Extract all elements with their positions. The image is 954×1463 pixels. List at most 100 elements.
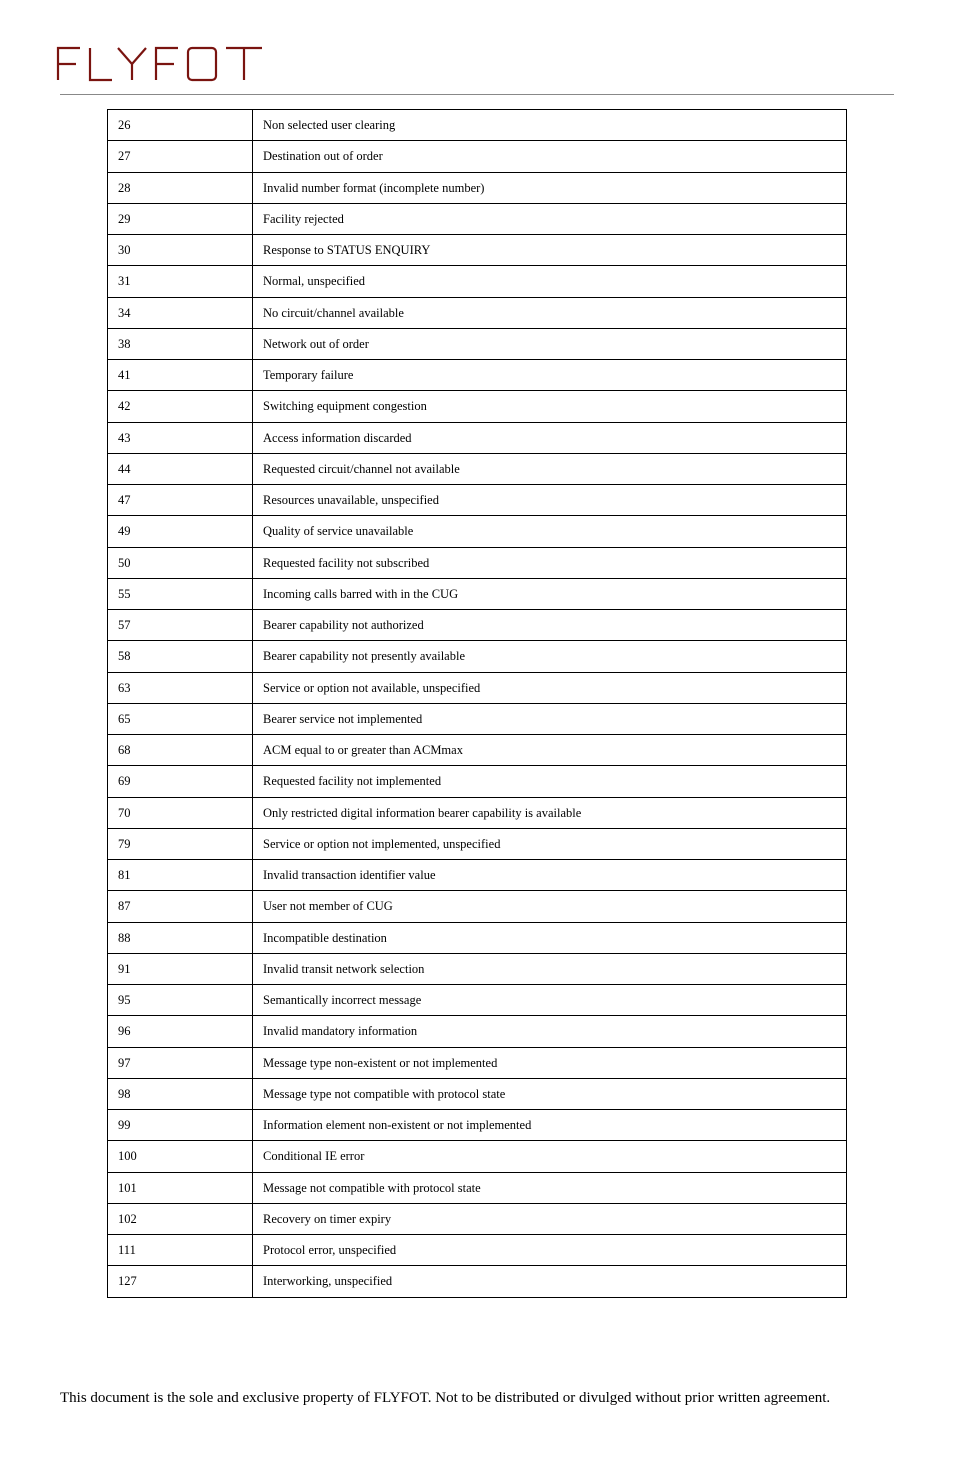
table-row: 27Destination out of order	[108, 141, 847, 172]
table-row: 79Service or option not implemented, uns…	[108, 828, 847, 859]
table-row: 111Protocol error, unspecified	[108, 1235, 847, 1266]
description-cell: Protocol error, unspecified	[253, 1235, 847, 1266]
description-cell: Service or option not implemented, unspe…	[253, 828, 847, 859]
description-cell: Semantically incorrect message	[253, 985, 847, 1016]
description-cell: Bearer capability not presently availabl…	[253, 641, 847, 672]
table-row: 65Bearer service not implemented	[108, 703, 847, 734]
table-row: 95Semantically incorrect message	[108, 985, 847, 1016]
description-cell: Temporary failure	[253, 360, 847, 391]
table-row: 68ACM equal to or greater than ACMmax	[108, 735, 847, 766]
table-row: 87User not member of CUG	[108, 891, 847, 922]
code-cell: 100	[108, 1141, 253, 1172]
description-cell: Conditional IE error	[253, 1141, 847, 1172]
description-cell: Bearer capability not authorized	[253, 610, 847, 641]
code-cell: 28	[108, 172, 253, 203]
table-row: 99Information element non-existent or no…	[108, 1110, 847, 1141]
description-cell: Invalid number format (incomplete number…	[253, 172, 847, 203]
code-cell: 69	[108, 766, 253, 797]
description-cell: Facility rejected	[253, 203, 847, 234]
table-row: 30Response to STATUS ENQUIRY	[108, 235, 847, 266]
table-row: 81Invalid transaction identifier value	[108, 860, 847, 891]
code-cell: 38	[108, 328, 253, 359]
table-row: 28Invalid number format (incomplete numb…	[108, 172, 847, 203]
code-cell: 88	[108, 922, 253, 953]
table-row: 58Bearer capability not presently availa…	[108, 641, 847, 672]
description-cell: Response to STATUS ENQUIRY	[253, 235, 847, 266]
table-body: 26Non selected user clearing27Destinatio…	[108, 110, 847, 1298]
description-cell: No circuit/channel available	[253, 297, 847, 328]
table-row: 38Network out of order	[108, 328, 847, 359]
table-row: 88Incompatible destination	[108, 922, 847, 953]
table-row: 69Requested facility not implemented	[108, 766, 847, 797]
table-row: 91Invalid transit network selection	[108, 953, 847, 984]
description-cell: Interworking, unspecified	[253, 1266, 847, 1297]
table-row: 70Only restricted digital information be…	[108, 797, 847, 828]
description-cell: Invalid mandatory information	[253, 1016, 847, 1047]
table-row: 57Bearer capability not authorized	[108, 610, 847, 641]
description-cell: ACM equal to or greater than ACMmax	[253, 735, 847, 766]
table-row: 34No circuit/channel available	[108, 297, 847, 328]
code-cell: 79	[108, 828, 253, 859]
table-row: 96Invalid mandatory information	[108, 1016, 847, 1047]
table-row: 43Access information discarded	[108, 422, 847, 453]
code-cell: 58	[108, 641, 253, 672]
table-row: 49Quality of service unavailable	[108, 516, 847, 547]
code-cell: 26	[108, 110, 253, 141]
footer-text: This document is the sole and exclusive …	[60, 1388, 894, 1408]
code-cell: 68	[108, 735, 253, 766]
cause-codes-table: 26Non selected user clearing27Destinatio…	[107, 109, 847, 1298]
code-cell: 49	[108, 516, 253, 547]
code-cell: 27	[108, 141, 253, 172]
code-cell: 95	[108, 985, 253, 1016]
code-cell: 44	[108, 453, 253, 484]
code-cell: 43	[108, 422, 253, 453]
code-cell: 42	[108, 391, 253, 422]
table-row: 55Incoming calls barred with in the CUG	[108, 578, 847, 609]
code-cell: 98	[108, 1078, 253, 1109]
code-cell: 50	[108, 547, 253, 578]
description-cell: Requested facility not subscribed	[253, 547, 847, 578]
description-cell: Recovery on timer expiry	[253, 1203, 847, 1234]
table-row: 29Facility rejected	[108, 203, 847, 234]
code-cell: 111	[108, 1235, 253, 1266]
code-cell: 99	[108, 1110, 253, 1141]
code-cell: 65	[108, 703, 253, 734]
description-cell: Invalid transaction identifier value	[253, 860, 847, 891]
header-rule	[60, 94, 894, 95]
logo	[50, 40, 894, 88]
code-cell: 81	[108, 860, 253, 891]
code-cell: 127	[108, 1266, 253, 1297]
code-cell: 57	[108, 610, 253, 641]
description-cell: Switching equipment congestion	[253, 391, 847, 422]
table-row: 101Message not compatible with protocol …	[108, 1172, 847, 1203]
code-cell: 102	[108, 1203, 253, 1234]
code-cell: 34	[108, 297, 253, 328]
description-cell: Network out of order	[253, 328, 847, 359]
table-row: 41Temporary failure	[108, 360, 847, 391]
code-cell: 70	[108, 797, 253, 828]
description-cell: Bearer service not implemented	[253, 703, 847, 734]
code-cell: 31	[108, 266, 253, 297]
description-cell: Only restricted digital information bear…	[253, 797, 847, 828]
description-cell: Requested circuit/channel not available	[253, 453, 847, 484]
description-cell: Message type non-existent or not impleme…	[253, 1047, 847, 1078]
description-cell: Message not compatible with protocol sta…	[253, 1172, 847, 1203]
table-row: 63Service or option not available, unspe…	[108, 672, 847, 703]
table-row: 50Requested facility not subscribed	[108, 547, 847, 578]
description-cell: Requested facility not implemented	[253, 766, 847, 797]
code-cell: 91	[108, 953, 253, 984]
flyfot-logo-svg	[50, 40, 310, 88]
description-cell: Invalid transit network selection	[253, 953, 847, 984]
table-row: 47Resources unavailable, unspecified	[108, 485, 847, 516]
page: 26Non selected user clearing27Destinatio…	[0, 0, 954, 1463]
table-row: 97Message type non-existent or not imple…	[108, 1047, 847, 1078]
table-row: 26Non selected user clearing	[108, 110, 847, 141]
description-cell: Quality of service unavailable	[253, 516, 847, 547]
code-cell: 63	[108, 672, 253, 703]
table-row: 127Interworking, unspecified	[108, 1266, 847, 1297]
description-cell: Incoming calls barred with in the CUG	[253, 578, 847, 609]
description-cell: Resources unavailable, unspecified	[253, 485, 847, 516]
code-cell: 96	[108, 1016, 253, 1047]
table-row: 98Message type not compatible with proto…	[108, 1078, 847, 1109]
code-cell: 41	[108, 360, 253, 391]
